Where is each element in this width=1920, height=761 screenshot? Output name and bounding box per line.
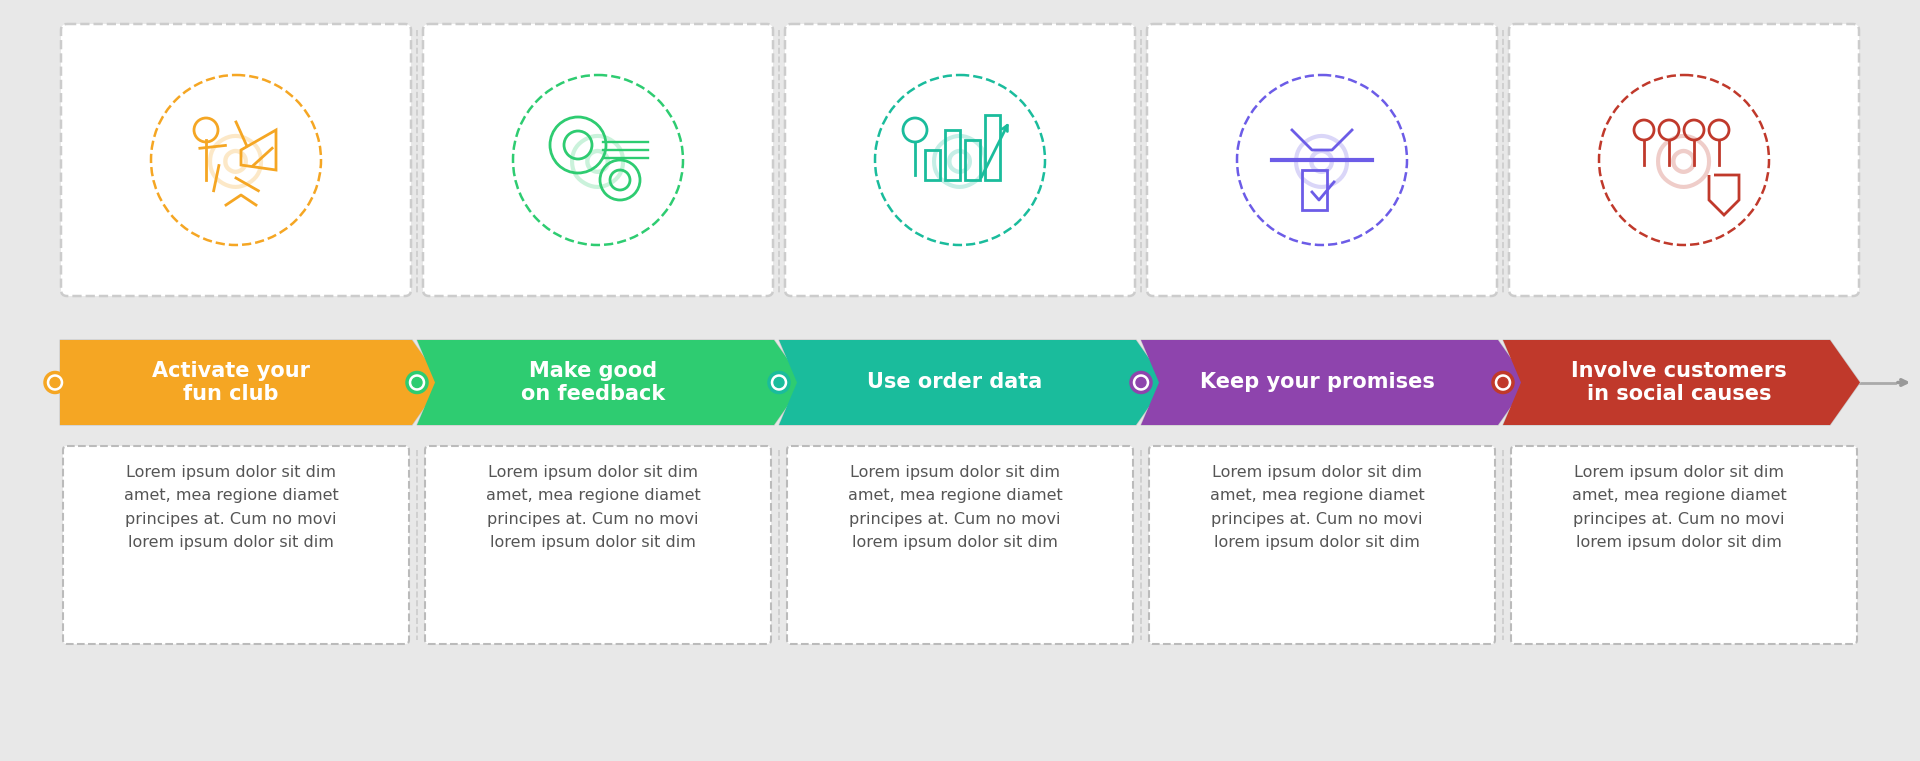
Bar xyxy=(966,140,979,180)
FancyBboxPatch shape xyxy=(1146,24,1498,296)
Text: ◎: ◎ xyxy=(1290,126,1354,195)
Polygon shape xyxy=(417,340,804,425)
Text: Keep your promises: Keep your promises xyxy=(1200,372,1434,393)
Text: ◎: ◎ xyxy=(1653,126,1715,195)
Circle shape xyxy=(1494,372,1513,393)
Text: Lorem ipsum dolor sit dim
amet, mea regione diamet
principes at. Cum no movi
lor: Lorem ipsum dolor sit dim amet, mea regi… xyxy=(847,465,1062,550)
Circle shape xyxy=(770,372,789,393)
FancyBboxPatch shape xyxy=(424,446,772,644)
Text: Make good
on feedback: Make good on feedback xyxy=(520,361,664,404)
Circle shape xyxy=(1498,377,1507,387)
FancyBboxPatch shape xyxy=(785,24,1135,296)
FancyBboxPatch shape xyxy=(787,446,1133,644)
FancyBboxPatch shape xyxy=(61,24,411,296)
Text: ◎: ◎ xyxy=(205,126,267,195)
Bar xyxy=(925,150,941,180)
FancyBboxPatch shape xyxy=(1509,24,1859,296)
Circle shape xyxy=(50,377,60,387)
FancyBboxPatch shape xyxy=(1511,446,1857,644)
Polygon shape xyxy=(1503,340,1860,425)
Bar xyxy=(985,115,1000,180)
Bar xyxy=(945,130,960,180)
Circle shape xyxy=(413,377,422,387)
Text: Lorem ipsum dolor sit dim
amet, mea regione diamet
principes at. Cum no movi
lor: Lorem ipsum dolor sit dim amet, mea regi… xyxy=(486,465,701,550)
Polygon shape xyxy=(60,340,442,425)
Circle shape xyxy=(1137,377,1146,387)
Text: Lorem ipsum dolor sit dim
amet, mea regione diamet
principes at. Cum no movi
lor: Lorem ipsum dolor sit dim amet, mea regi… xyxy=(123,465,338,550)
Polygon shape xyxy=(780,340,1165,425)
FancyBboxPatch shape xyxy=(1148,446,1496,644)
Circle shape xyxy=(1131,372,1150,393)
Text: Involve customers
in social causes: Involve customers in social causes xyxy=(1571,361,1788,404)
Circle shape xyxy=(774,377,783,387)
Bar xyxy=(1302,170,1327,210)
Text: Lorem ipsum dolor sit dim
amet, mea regione diamet
principes at. Cum no movi
lor: Lorem ipsum dolor sit dim amet, mea regi… xyxy=(1210,465,1425,550)
Polygon shape xyxy=(1140,340,1528,425)
Text: Use order data: Use order data xyxy=(868,372,1043,393)
Circle shape xyxy=(407,372,426,393)
Text: Lorem ipsum dolor sit dim
amet, mea regione diamet
principes at. Cum no movi
lor: Lorem ipsum dolor sit dim amet, mea regi… xyxy=(1572,465,1786,550)
FancyBboxPatch shape xyxy=(422,24,774,296)
Text: Activate your
fun club: Activate your fun club xyxy=(152,361,309,404)
FancyBboxPatch shape xyxy=(63,446,409,644)
Circle shape xyxy=(44,372,65,393)
Text: ◎: ◎ xyxy=(566,126,630,195)
Text: ◎: ◎ xyxy=(929,126,991,195)
